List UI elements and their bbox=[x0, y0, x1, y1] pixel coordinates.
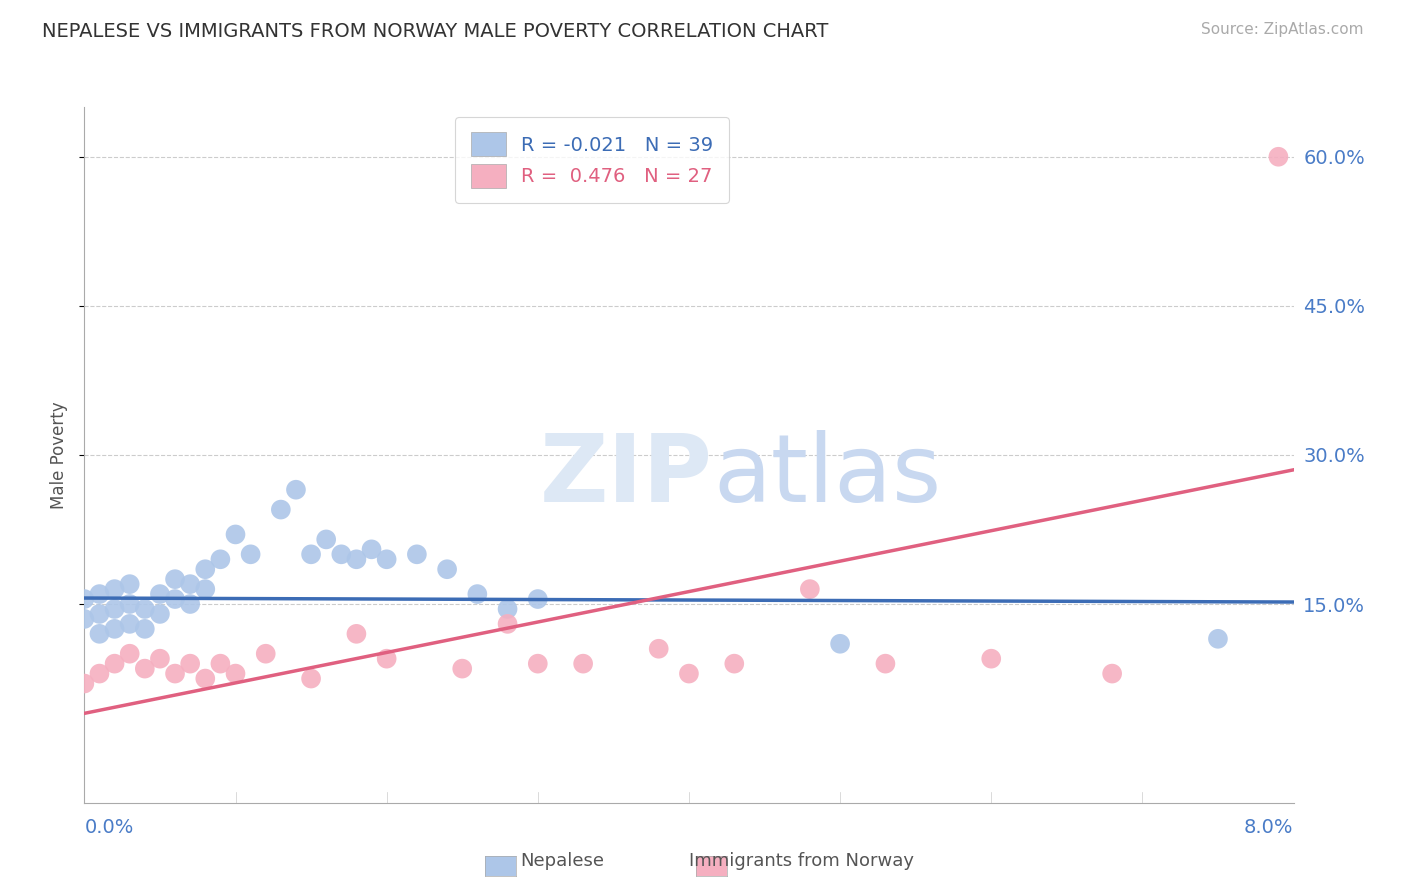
Point bbox=[134, 662, 156, 676]
Point bbox=[254, 647, 277, 661]
Point bbox=[346, 627, 368, 641]
Point bbox=[375, 651, 398, 665]
Point bbox=[799, 582, 821, 596]
Point bbox=[134, 622, 156, 636]
Point bbox=[1267, 150, 1289, 164]
Point bbox=[346, 552, 368, 566]
Point bbox=[436, 562, 458, 576]
Point bbox=[165, 572, 187, 586]
Point bbox=[225, 527, 247, 541]
Point bbox=[89, 666, 111, 681]
Point bbox=[149, 607, 172, 621]
Point bbox=[149, 651, 172, 665]
Point bbox=[134, 602, 156, 616]
Point bbox=[104, 622, 127, 636]
Point bbox=[165, 592, 187, 607]
Point bbox=[194, 582, 217, 596]
Point bbox=[723, 657, 745, 671]
Point bbox=[315, 533, 337, 547]
Text: atlas: atlas bbox=[713, 430, 942, 522]
Point bbox=[179, 577, 201, 591]
Point bbox=[1101, 666, 1123, 681]
Point bbox=[118, 647, 141, 661]
Point bbox=[179, 657, 201, 671]
Point bbox=[360, 542, 382, 557]
Text: NEPALESE VS IMMIGRANTS FROM NORWAY MALE POVERTY CORRELATION CHART: NEPALESE VS IMMIGRANTS FROM NORWAY MALE … bbox=[42, 22, 828, 41]
Point bbox=[285, 483, 308, 497]
Point bbox=[225, 666, 247, 681]
Point bbox=[451, 662, 474, 676]
Text: Immigrants from Norway: Immigrants from Norway bbox=[689, 852, 914, 870]
Point bbox=[104, 657, 127, 671]
Point bbox=[118, 577, 141, 591]
Point bbox=[299, 547, 322, 561]
Point bbox=[648, 641, 671, 656]
Point bbox=[496, 616, 519, 631]
Text: ZIP: ZIP bbox=[540, 430, 713, 522]
Point bbox=[73, 612, 96, 626]
Point bbox=[375, 552, 398, 566]
Point bbox=[118, 616, 141, 631]
Point bbox=[527, 657, 550, 671]
Point bbox=[270, 502, 292, 516]
Point bbox=[239, 547, 262, 561]
Point bbox=[118, 597, 141, 611]
Text: Nepalese: Nepalese bbox=[520, 852, 605, 870]
Point bbox=[330, 547, 353, 561]
Point bbox=[1206, 632, 1229, 646]
Legend: R = -0.021   N = 39, R =  0.476   N = 27: R = -0.021 N = 39, R = 0.476 N = 27 bbox=[456, 117, 730, 203]
Point bbox=[678, 666, 700, 681]
Point bbox=[104, 582, 127, 596]
Text: Source: ZipAtlas.com: Source: ZipAtlas.com bbox=[1201, 22, 1364, 37]
Y-axis label: Male Poverty: Male Poverty bbox=[51, 401, 69, 508]
Point bbox=[149, 587, 172, 601]
Point bbox=[194, 672, 217, 686]
Point bbox=[73, 592, 96, 607]
Point bbox=[496, 602, 519, 616]
Point bbox=[209, 552, 232, 566]
Point bbox=[299, 672, 322, 686]
Point bbox=[980, 651, 1002, 665]
Point bbox=[104, 602, 127, 616]
Point bbox=[875, 657, 897, 671]
Point bbox=[572, 657, 595, 671]
Point bbox=[73, 676, 96, 690]
Text: 0.0%: 0.0% bbox=[84, 818, 134, 837]
Point bbox=[179, 597, 201, 611]
Point bbox=[194, 562, 217, 576]
Point bbox=[165, 666, 187, 681]
Point bbox=[406, 547, 429, 561]
Point bbox=[830, 637, 852, 651]
Point bbox=[89, 587, 111, 601]
Point bbox=[527, 592, 550, 607]
Point bbox=[89, 607, 111, 621]
Text: 8.0%: 8.0% bbox=[1244, 818, 1294, 837]
Point bbox=[467, 587, 489, 601]
Point bbox=[209, 657, 232, 671]
Point bbox=[89, 627, 111, 641]
